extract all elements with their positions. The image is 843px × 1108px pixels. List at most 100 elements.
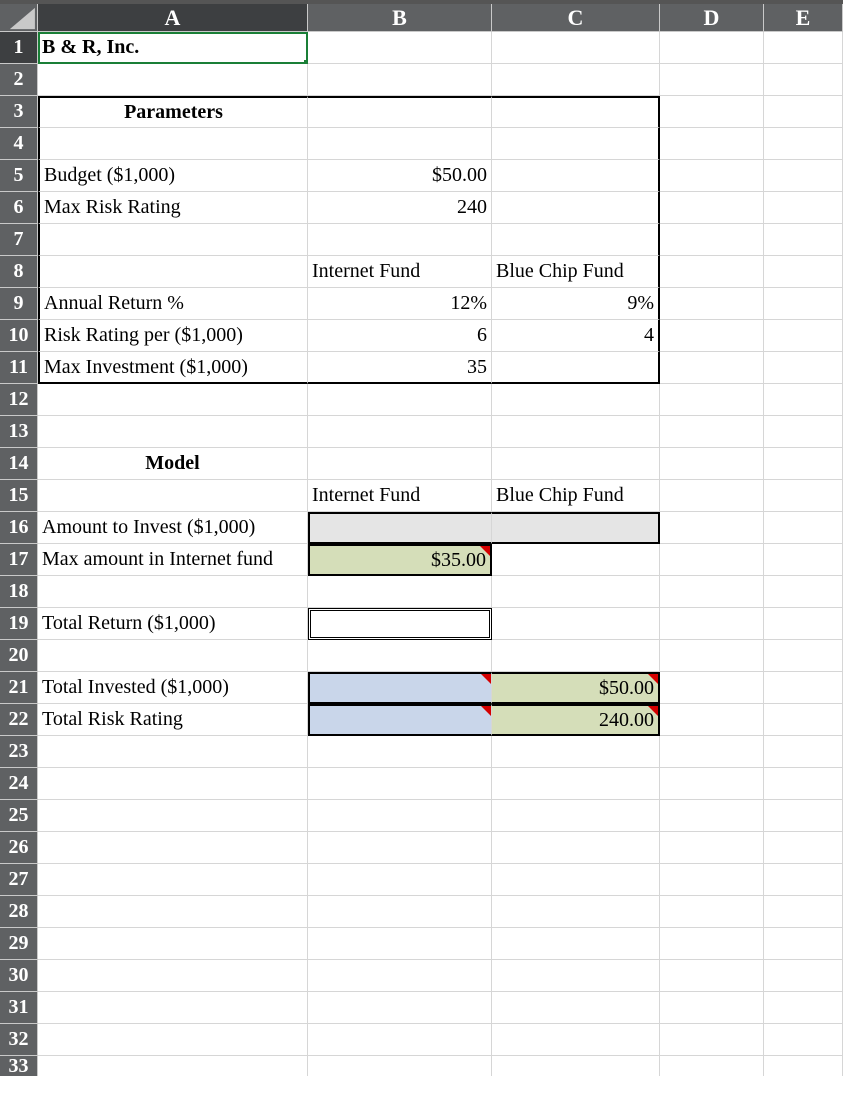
- cell-D5[interactable]: [660, 160, 764, 192]
- cell-E7[interactable]: [764, 224, 843, 256]
- cell-A17[interactable]: Max amount in Internet fund: [38, 544, 308, 576]
- cell-C1[interactable]: [492, 32, 660, 64]
- cell-C16[interactable]: [492, 512, 660, 544]
- cell-D1[interactable]: [660, 32, 764, 64]
- cell-A28[interactable]: [38, 896, 308, 928]
- cell-D29[interactable]: [660, 928, 764, 960]
- cell-E2[interactable]: [764, 64, 843, 96]
- cell-B2[interactable]: [308, 64, 492, 96]
- cell-B10[interactable]: 6: [308, 320, 492, 352]
- row-header-28[interactable]: 28: [0, 896, 38, 928]
- cell-B3[interactable]: [308, 96, 492, 128]
- row-header-2[interactable]: 2: [0, 64, 38, 96]
- spreadsheet-grid[interactable]: A B C D E 1 B & R, Inc. 2 3 Parameters 4…: [0, 0, 843, 1076]
- cell-C3[interactable]: [492, 96, 660, 128]
- cell-E13[interactable]: [764, 416, 843, 448]
- row-header-9[interactable]: 9: [0, 288, 38, 320]
- cell-B5[interactable]: $50.00: [308, 160, 492, 192]
- cell-B18[interactable]: [308, 576, 492, 608]
- cell-B24[interactable]: [308, 768, 492, 800]
- row-header-11[interactable]: 11: [0, 352, 38, 384]
- cell-E4[interactable]: [764, 128, 843, 160]
- cell-A19[interactable]: Total Return ($1,000): [38, 608, 308, 640]
- cell-E33[interactable]: [764, 1056, 843, 1076]
- row-header-32[interactable]: 32: [0, 1024, 38, 1056]
- cell-E24[interactable]: [764, 768, 843, 800]
- cell-A24[interactable]: [38, 768, 308, 800]
- col-header-E[interactable]: E: [764, 4, 843, 32]
- cell-C6[interactable]: [492, 192, 660, 224]
- cell-E28[interactable]: [764, 896, 843, 928]
- cell-B7[interactable]: [308, 224, 492, 256]
- cell-B22[interactable]: [308, 704, 492, 736]
- cell-B32[interactable]: [308, 1024, 492, 1056]
- cell-E11[interactable]: [764, 352, 843, 384]
- cell-E16[interactable]: [764, 512, 843, 544]
- cell-B1[interactable]: [308, 32, 492, 64]
- cell-D24[interactable]: [660, 768, 764, 800]
- cell-C31[interactable]: [492, 992, 660, 1024]
- cell-C14[interactable]: [492, 448, 660, 480]
- cell-D14[interactable]: [660, 448, 764, 480]
- cell-D25[interactable]: [660, 800, 764, 832]
- select-all-corner[interactable]: [0, 4, 38, 32]
- cell-E18[interactable]: [764, 576, 843, 608]
- cell-D18[interactable]: [660, 576, 764, 608]
- cell-E9[interactable]: [764, 288, 843, 320]
- cell-E30[interactable]: [764, 960, 843, 992]
- cell-D26[interactable]: [660, 832, 764, 864]
- cell-D28[interactable]: [660, 896, 764, 928]
- cell-B20[interactable]: [308, 640, 492, 672]
- cell-A9[interactable]: Annual Return %: [38, 288, 308, 320]
- row-header-14[interactable]: 14: [0, 448, 38, 480]
- row-header-12[interactable]: 12: [0, 384, 38, 416]
- row-header-3[interactable]: 3: [0, 96, 38, 128]
- cell-A12[interactable]: [38, 384, 308, 416]
- cell-C5[interactable]: [492, 160, 660, 192]
- row-header-7[interactable]: 7: [0, 224, 38, 256]
- cell-B9[interactable]: 12%: [308, 288, 492, 320]
- cell-A1[interactable]: B & R, Inc.: [38, 32, 308, 64]
- cell-D15[interactable]: [660, 480, 764, 512]
- cell-E12[interactable]: [764, 384, 843, 416]
- cell-A2[interactable]: [38, 64, 308, 96]
- cell-C2[interactable]: [492, 64, 660, 96]
- cell-E19[interactable]: [764, 608, 843, 640]
- cell-D23[interactable]: [660, 736, 764, 768]
- row-header-26[interactable]: 26: [0, 832, 38, 864]
- cell-C4[interactable]: [492, 128, 660, 160]
- cell-B17[interactable]: $35.00: [308, 544, 492, 576]
- row-header-30[interactable]: 30: [0, 960, 38, 992]
- row-header-1[interactable]: 1: [0, 32, 38, 64]
- cell-B19[interactable]: [308, 608, 492, 640]
- cell-E6[interactable]: [764, 192, 843, 224]
- cell-D20[interactable]: [660, 640, 764, 672]
- cell-E29[interactable]: [764, 928, 843, 960]
- cell-A14[interactable]: Model: [38, 448, 308, 480]
- cell-D10[interactable]: [660, 320, 764, 352]
- cell-C24[interactable]: [492, 768, 660, 800]
- cell-A21[interactable]: Total Invested ($1,000): [38, 672, 308, 704]
- cell-A31[interactable]: [38, 992, 308, 1024]
- cell-D16[interactable]: [660, 512, 764, 544]
- cell-B4[interactable]: [308, 128, 492, 160]
- cell-D19[interactable]: [660, 608, 764, 640]
- cell-D7[interactable]: [660, 224, 764, 256]
- cell-C25[interactable]: [492, 800, 660, 832]
- row-header-24[interactable]: 24: [0, 768, 38, 800]
- cell-E10[interactable]: [764, 320, 843, 352]
- cell-C30[interactable]: [492, 960, 660, 992]
- row-header-10[interactable]: 10: [0, 320, 38, 352]
- cell-A3[interactable]: Parameters: [38, 96, 308, 128]
- cell-A33[interactable]: [38, 1056, 308, 1076]
- cell-E3[interactable]: [764, 96, 843, 128]
- cell-C33[interactable]: [492, 1056, 660, 1076]
- cell-E26[interactable]: [764, 832, 843, 864]
- cell-A8[interactable]: [38, 256, 308, 288]
- cell-E32[interactable]: [764, 1024, 843, 1056]
- cell-B31[interactable]: [308, 992, 492, 1024]
- cell-D11[interactable]: [660, 352, 764, 384]
- cell-D22[interactable]: [660, 704, 764, 736]
- row-header-21[interactable]: 21: [0, 672, 38, 704]
- col-header-C[interactable]: C: [492, 4, 660, 32]
